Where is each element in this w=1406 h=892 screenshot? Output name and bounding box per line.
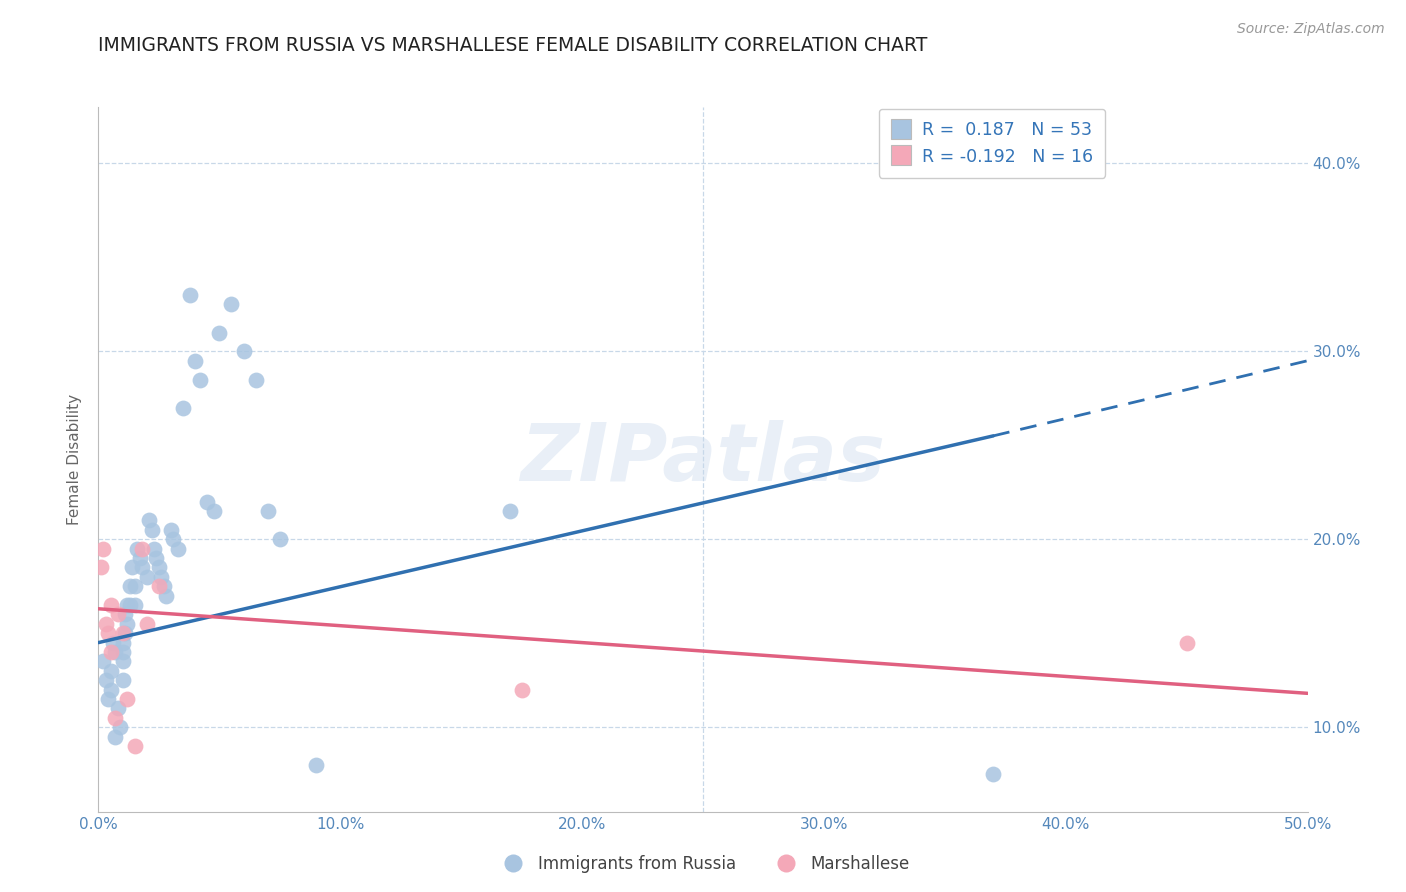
Point [118, 579, 141, 593]
Point [141, 523, 163, 537]
Point [104, 645, 127, 659]
Point [111, 654, 134, 668]
Point [100, 664, 122, 678]
Point [100, 598, 122, 612]
Point [167, 541, 190, 556]
Point [135, 616, 157, 631]
Point [179, 288, 201, 302]
Text: Source: ZipAtlas.com: Source: ZipAtlas.com [1237, 22, 1385, 37]
Point [245, 372, 267, 386]
Point [145, 551, 167, 566]
Point [143, 541, 166, 556]
Point [135, 570, 157, 584]
Point [188, 372, 211, 386]
Point [108, 720, 131, 734]
Point [114, 626, 136, 640]
Point [94, 616, 117, 631]
Point [131, 541, 153, 556]
Point [111, 673, 134, 688]
Point [150, 570, 173, 584]
Point [981, 767, 1004, 781]
Point [256, 504, 278, 518]
Point [269, 533, 291, 547]
Point [100, 645, 122, 659]
Point [131, 560, 153, 574]
Point [94, 673, 117, 688]
Point [160, 523, 183, 537]
Point [148, 579, 170, 593]
Point [97, 692, 120, 706]
Point [107, 607, 129, 622]
Point [305, 757, 328, 772]
Point [117, 616, 139, 631]
Point [111, 645, 134, 659]
Point [152, 579, 174, 593]
Point [107, 701, 129, 715]
Point [111, 635, 134, 649]
Point [91, 654, 114, 668]
Point [121, 560, 143, 574]
Point [90, 560, 112, 574]
Point [124, 739, 146, 753]
Point [124, 579, 146, 593]
Point [232, 344, 254, 359]
Point [117, 692, 139, 706]
Point [97, 626, 120, 640]
Point [128, 551, 150, 566]
Point [124, 598, 146, 612]
Point [138, 513, 160, 527]
Legend: Immigrants from Russia, Marshallese: Immigrants from Russia, Marshallese [489, 848, 917, 880]
Point [204, 504, 226, 518]
Point [91, 541, 114, 556]
Point [155, 589, 177, 603]
Point [148, 560, 170, 574]
Y-axis label: Female Disability: Female Disability [67, 393, 83, 525]
Point [114, 607, 136, 622]
Point [104, 711, 127, 725]
Text: IMMIGRANTS FROM RUSSIA VS MARSHALLESE FEMALE DISABILITY CORRELATION CHART: IMMIGRANTS FROM RUSSIA VS MARSHALLESE FE… [98, 36, 928, 54]
Point [221, 297, 243, 311]
Point [498, 504, 520, 518]
Point [111, 626, 134, 640]
Text: ZIPatlas: ZIPatlas [520, 420, 886, 499]
Point [208, 326, 231, 340]
Point [127, 541, 149, 556]
Point [184, 353, 207, 368]
Point [1175, 635, 1198, 649]
Point [172, 401, 194, 415]
Point [118, 598, 141, 612]
Point [510, 682, 533, 697]
Point [117, 598, 139, 612]
Point [195, 494, 218, 508]
Point [162, 533, 184, 547]
Legend: R =  0.187   N = 53, R = -0.192   N = 16: R = 0.187 N = 53, R = -0.192 N = 16 [879, 109, 1105, 178]
Point [100, 682, 122, 697]
Point [104, 730, 127, 744]
Point [101, 635, 124, 649]
